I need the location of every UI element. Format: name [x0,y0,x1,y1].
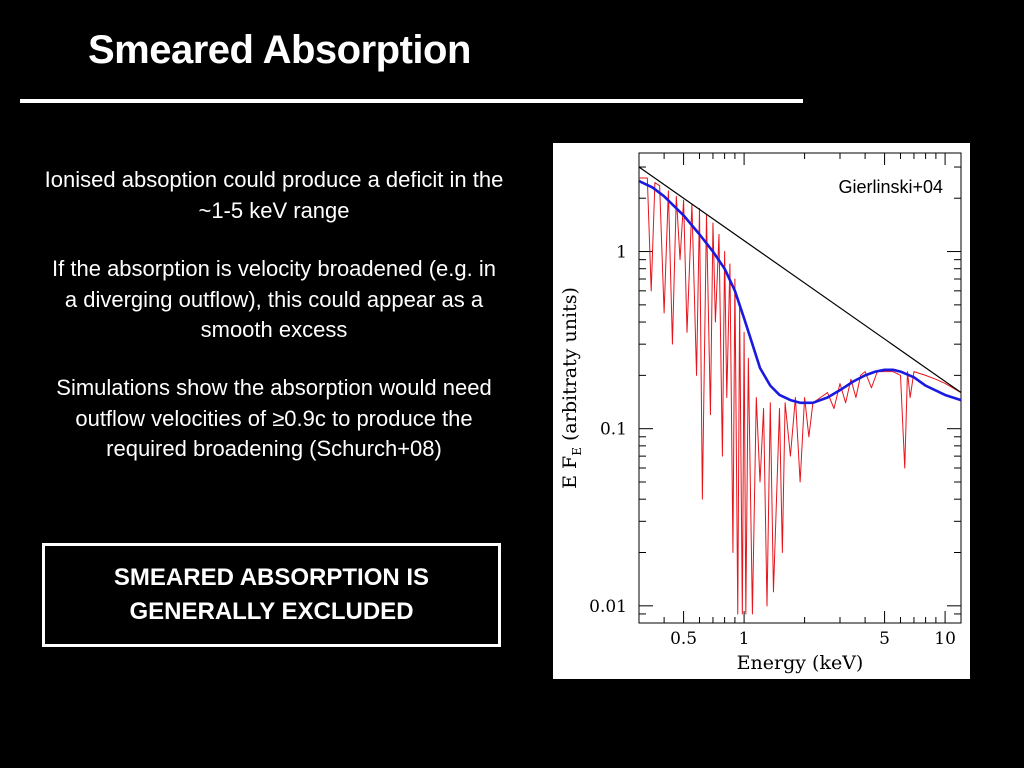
conclusion-box: SMEARED ABSORPTION IS GENERALLY EXCLUDED [42,543,501,647]
figure-citation: Gierlinski+04 [838,177,943,197]
paragraph-ionised-absorption: Ionised absoption could produce a defici… [44,167,504,223]
y-tick-label: 1 [616,243,627,263]
paragraph-velocity-broadened: If the absorption is velocity broadened … [52,256,496,342]
y-axis-label: E FE (arbitraty units) [559,287,584,489]
spectrum-figure: 0.5 1 5 10 0.01 0.1 1 Gierlinski+04 Energy (ke… [553,143,970,679]
y-tick-label: 0.1 [600,420,627,440]
title-divider [20,99,803,103]
plot-frame [638,152,962,624]
absorbed-spectrum-line [639,177,961,615]
y-tick-label: 0.01 [589,597,627,617]
smeared-absorption-line [639,179,961,405]
conclusion-text: SMEARED ABSORPTION IS GENERALLY EXCLUDED [113,564,430,625]
series-layer [639,166,961,615]
x-tick-label: 5 [879,629,890,649]
x-tick-label: 10 [934,629,956,649]
slide-title: Smeared Absorption [88,28,471,72]
x-axis-label: Energy (keV) [737,652,864,674]
axis-ticks [638,153,961,624]
powerlaw-line [639,166,961,394]
x-tick-label: 0.5 [670,629,697,649]
x-tick-label: 1 [739,629,750,649]
tick-labels: 0.5 1 5 10 0.01 0.1 1 [589,243,956,649]
paragraph-simulations: Simulations show the absorption would ne… [56,375,492,461]
spectrum-chart: 0.5 1 5 10 0.01 0.1 1 Gierlinski+04 Energy (ke… [559,152,962,674]
